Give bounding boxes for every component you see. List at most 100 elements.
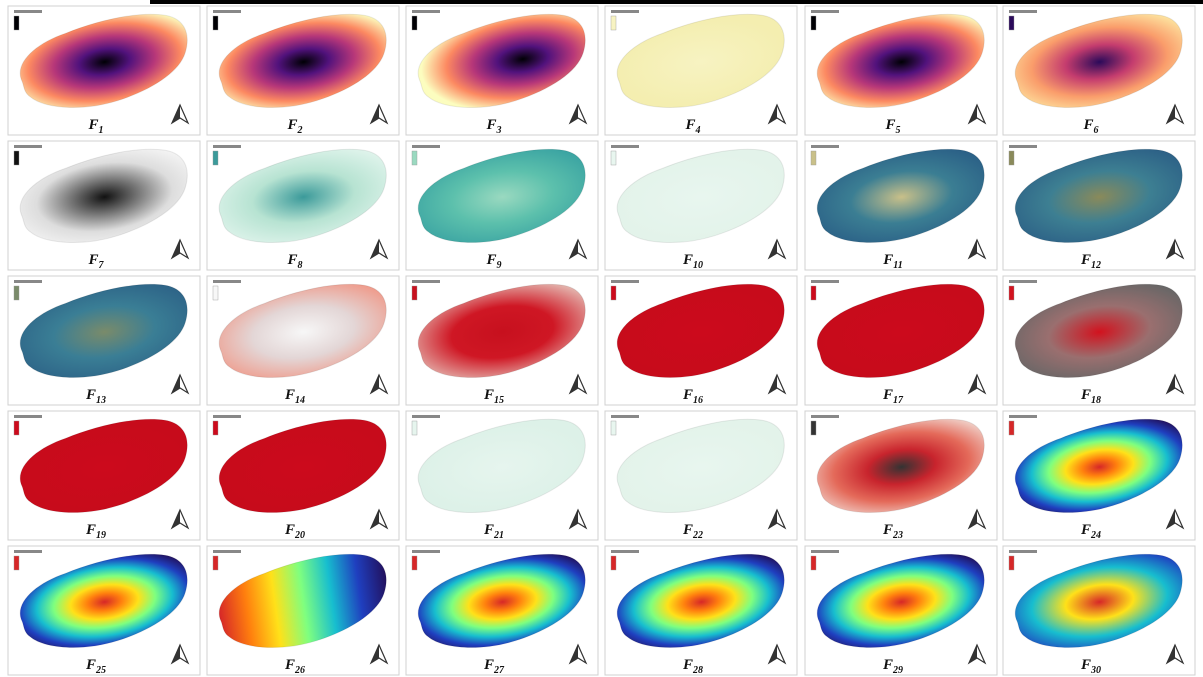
- legend-title: [611, 415, 639, 418]
- label-subscript: 27: [493, 665, 505, 676]
- label-letter: F: [684, 117, 695, 133]
- label-letter: F: [87, 252, 98, 268]
- map-panel: F28: [605, 546, 797, 676]
- map-panel: F29: [805, 546, 997, 676]
- legend-swatch: [213, 556, 218, 570]
- legend-title: [14, 415, 42, 418]
- legend-title: [213, 415, 241, 418]
- legend-swatch: [1009, 151, 1014, 165]
- label-letter: F: [85, 522, 96, 538]
- legend-swatch: [611, 556, 616, 570]
- legend-title: [811, 415, 839, 418]
- label-subscript: 19: [96, 530, 106, 541]
- legend-title: [811, 550, 839, 553]
- map-panel: F8: [207, 141, 399, 271]
- label-letter: F: [682, 522, 693, 538]
- map-panel: F11: [805, 141, 997, 271]
- label-letter: F: [882, 657, 893, 673]
- map-panel: F13: [8, 276, 200, 406]
- legend-title: [611, 280, 639, 283]
- legend-title: [611, 145, 639, 148]
- label-subscript: 11: [893, 260, 902, 271]
- map-panel: F27: [406, 546, 598, 676]
- legend-swatch: [1009, 16, 1014, 30]
- legend-swatch: [1009, 286, 1014, 300]
- map-panel: F12: [1003, 141, 1195, 271]
- map-panel: F22: [605, 411, 797, 541]
- legend-title: [1009, 145, 1037, 148]
- label-subscript: 29: [892, 665, 903, 676]
- legend-swatch: [811, 286, 816, 300]
- map-panel: F7: [8, 141, 200, 271]
- legend-title: [412, 415, 440, 418]
- legend-swatch: [811, 556, 816, 570]
- map-panel: F26: [207, 546, 399, 676]
- label-subscript: 23: [892, 530, 903, 541]
- legend-swatch: [611, 16, 616, 30]
- label-letter: F: [682, 252, 693, 268]
- label-letter: F: [286, 252, 297, 268]
- label-letter: F: [1080, 387, 1091, 403]
- label-letter: F: [682, 657, 693, 673]
- legend-swatch: [14, 16, 19, 30]
- map-panel: F20: [207, 411, 399, 541]
- label-subscript: 9: [497, 260, 502, 271]
- label-letter: F: [85, 387, 96, 403]
- label-subscript: 16: [693, 395, 703, 406]
- map-panel: F18: [1003, 276, 1195, 406]
- label-letter: F: [85, 657, 96, 673]
- legend-title: [1009, 280, 1037, 283]
- map-panel: F5: [805, 6, 997, 136]
- label-subscript: 24: [1090, 530, 1101, 541]
- legend-swatch: [412, 151, 417, 165]
- label-letter: F: [284, 387, 295, 403]
- label-subscript: 20: [294, 530, 305, 541]
- legend-title: [412, 550, 440, 553]
- label-letter: F: [1080, 252, 1091, 268]
- map-panel: F17: [805, 276, 997, 406]
- label-letter: F: [882, 252, 893, 268]
- label-letter: F: [485, 252, 496, 268]
- label-subscript: 18: [1091, 395, 1101, 406]
- legend-title: [1009, 415, 1037, 418]
- label-subscript: 6: [1094, 125, 1099, 136]
- legend-title: [412, 10, 440, 13]
- map-panel: F21: [406, 411, 598, 541]
- label-letter: F: [682, 387, 693, 403]
- legend-swatch: [412, 16, 417, 30]
- legend-title: [14, 550, 42, 553]
- figure: F1F2F3F4F5F6F7F8F9F10F11F12F13F14F15F16F…: [0, 0, 1203, 677]
- legend-title: [14, 10, 42, 13]
- label-letter: F: [284, 522, 295, 538]
- label-subscript: 14: [295, 395, 305, 406]
- label-subscript: 10: [693, 260, 703, 271]
- map-panel: F23: [805, 411, 997, 541]
- label-letter: F: [1080, 522, 1091, 538]
- label-subscript: 8: [298, 260, 303, 271]
- legend-title: [213, 145, 241, 148]
- map-panel: F9: [406, 141, 598, 271]
- label-letter: F: [483, 522, 494, 538]
- legend-swatch: [14, 421, 19, 435]
- legend-swatch: [412, 421, 417, 435]
- legend-swatch: [213, 286, 218, 300]
- label-letter: F: [284, 657, 295, 673]
- label-subscript: 21: [493, 530, 504, 541]
- top-bar: [150, 0, 1203, 4]
- map-panel: F30: [1003, 546, 1195, 676]
- map-panel: F24: [1003, 411, 1195, 541]
- label-letter: F: [1080, 657, 1091, 673]
- legend-swatch: [14, 286, 19, 300]
- legend-title: [213, 10, 241, 13]
- label-subscript: 28: [692, 665, 703, 676]
- legend-swatch: [811, 16, 816, 30]
- label-letter: F: [87, 117, 98, 133]
- legend-title: [412, 280, 440, 283]
- legend-title: [811, 280, 839, 283]
- label-subscript: 17: [893, 395, 904, 406]
- map-panel: F3: [406, 6, 598, 136]
- legend-swatch: [14, 151, 19, 165]
- legend-title: [1009, 550, 1037, 553]
- map-panel: F19: [8, 411, 200, 541]
- map-panel: F2: [207, 6, 399, 136]
